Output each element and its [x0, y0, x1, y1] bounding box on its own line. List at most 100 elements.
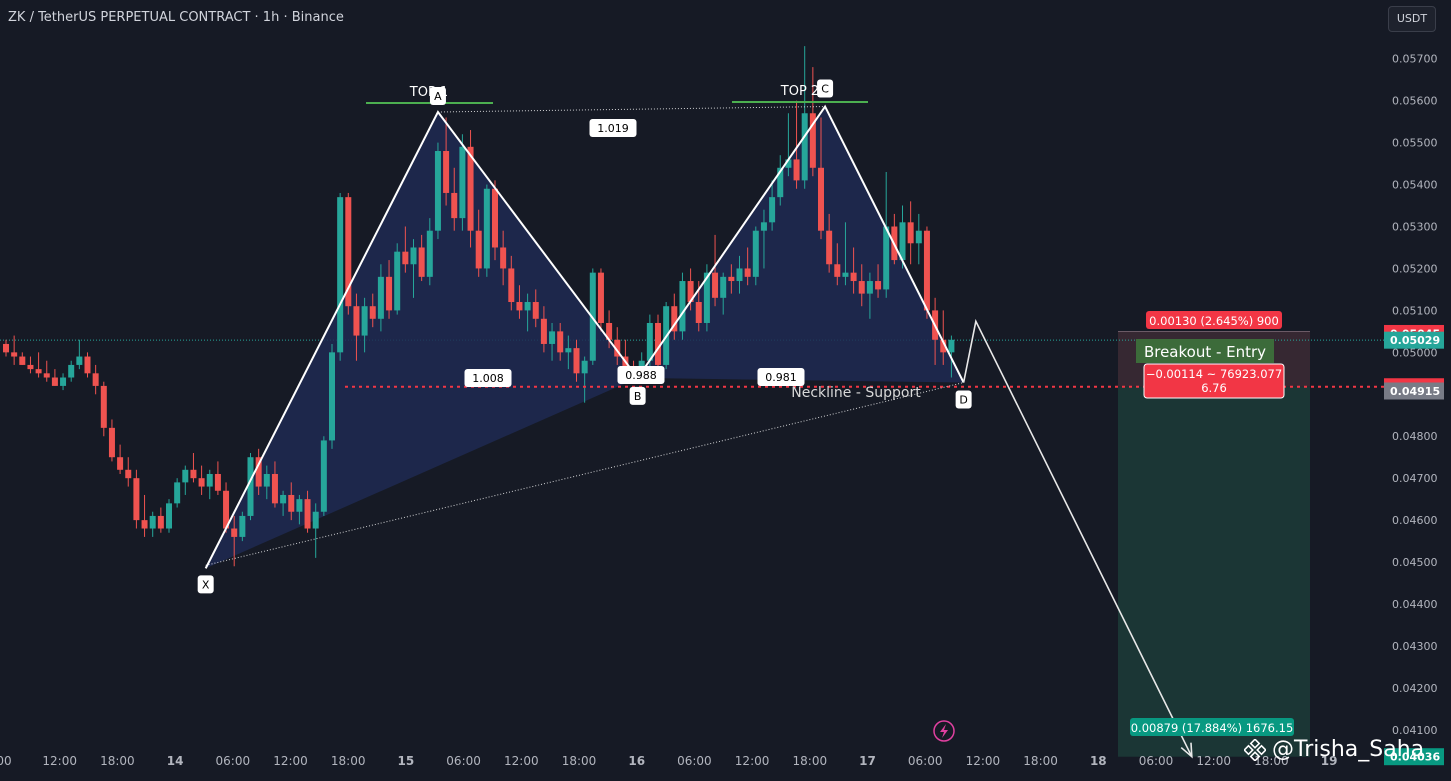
candle-body: [337, 197, 344, 353]
axis-price-bg: [1384, 382, 1444, 400]
candle-body: [597, 272, 604, 323]
candle-body: [51, 377, 58, 386]
candle-body: [353, 306, 360, 336]
candle-body: [720, 276, 727, 298]
candle-body: [68, 364, 75, 378]
candle-body: [182, 469, 189, 483]
x-tick-label: 12:00: [966, 754, 1001, 768]
candle-body: [108, 427, 115, 458]
candle-body: [646, 322, 653, 361]
candle-body: [451, 192, 458, 219]
candle-body: [500, 247, 507, 269]
target-label-text: 0.00879 (17.884%) 1676.15: [1131, 721, 1294, 735]
candle-body: [557, 331, 564, 353]
x-tick-label: 18:00: [100, 754, 135, 768]
candle-body: [728, 276, 735, 282]
candle-body: [117, 457, 124, 470]
candle-body: [320, 440, 327, 512]
lightning-bolt: [940, 724, 948, 738]
point-letter: D: [959, 394, 967, 407]
candle-body: [915, 230, 922, 244]
x-tick-label: 12:00: [1196, 754, 1231, 768]
pattern-fill-xab: [205, 111, 638, 569]
x-tick-label: 18:00: [1023, 754, 1058, 768]
x-tick-label: 18:00: [562, 754, 597, 768]
candle-body: [826, 230, 833, 265]
currency-button[interactable]: USDT: [1388, 6, 1436, 32]
point-letter: A: [434, 90, 442, 103]
candle-body: [532, 302, 539, 319]
candle-body: [149, 515, 156, 529]
y-tick-label: 0.04700: [1392, 472, 1438, 485]
top2-label: TOP 2: [780, 84, 819, 99]
stop-label: 0.00130 (2.645%) 900: [1146, 311, 1282, 329]
candle-body: [19, 356, 26, 365]
candle-body: [190, 469, 197, 479]
candle-body: [687, 281, 694, 303]
candle-body: [858, 281, 865, 294]
candle-body: [842, 272, 849, 277]
candle-body: [11, 352, 18, 357]
point-letter: C: [821, 83, 829, 96]
candle-body: [565, 348, 572, 353]
candle-body: [263, 473, 270, 487]
x-tick-label: 19: [1321, 754, 1338, 768]
lightning-icon: [933, 720, 955, 742]
candle-body: [581, 360, 588, 374]
y-tick-label: 0.04300: [1392, 640, 1438, 653]
candle-body: [223, 490, 230, 529]
ratio-text: 1.008: [472, 372, 504, 385]
ratio-badge: [589, 119, 637, 137]
candle-body: [524, 302, 531, 311]
candle-body: [280, 494, 287, 504]
pattern-point-x: X: [197, 575, 214, 594]
point-badge: [629, 386, 646, 405]
ratio-label: 1.019: [589, 119, 637, 137]
x-axis: :00 12:00 18:00 14 06:00 12:00 18:00 15 06:00 12:…: [0, 754, 1337, 768]
x-tick-label: 16: [628, 754, 645, 768]
pattern-point-b: B: [629, 386, 646, 405]
breakout-entry-label: Breakout - Entry: [1136, 339, 1274, 363]
candle-body: [377, 276, 384, 319]
candle-body: [312, 511, 319, 529]
candle-body: [304, 499, 311, 529]
x-tick-label: 15: [398, 754, 415, 768]
candle-body: [793, 159, 800, 181]
candle-body: [27, 364, 34, 370]
x-tick-label: 06:00: [216, 754, 251, 768]
candle-body: [434, 151, 441, 231]
axis-price-text: 0.04036: [1390, 751, 1440, 764]
candle-body: [386, 276, 393, 311]
entry-label-line2: 6.76: [1201, 381, 1227, 395]
candle-body: [703, 272, 710, 323]
axis-price-text: 0.04915: [1390, 385, 1440, 398]
candle-body: [712, 272, 719, 298]
y-tick-label: 0.04100: [1392, 724, 1438, 737]
y-tick-label: 0.05500: [1392, 137, 1438, 150]
candle-body: [866, 281, 873, 294]
point-badge: [429, 86, 446, 105]
y-tick-label: 0.05300: [1392, 221, 1438, 234]
candle-body: [655, 322, 661, 365]
ratio-label: 0.981: [757, 368, 805, 386]
candle-body: [166, 503, 172, 529]
entry-label-bg: [1143, 363, 1285, 399]
y-tick-label: 0.04200: [1392, 682, 1438, 695]
candle-body: [247, 457, 254, 516]
x-tick-label: 06:00: [446, 754, 481, 768]
candle-body: [214, 473, 221, 491]
candle-body: [174, 482, 181, 504]
candle-body: [606, 322, 613, 340]
ratio-label: 1.008: [464, 369, 512, 387]
candle-body: [923, 230, 930, 311]
y-tick-label: 0.04800: [1392, 430, 1438, 443]
candle-body: [614, 339, 621, 357]
candle-body: [467, 146, 474, 231]
y-tick-label: 0.05600: [1392, 95, 1438, 108]
y-tick-label: 0.04400: [1392, 598, 1438, 611]
x-tick-label: 12:00: [42, 754, 77, 768]
breakout-entry-text: Breakout - Entry: [1144, 343, 1266, 361]
